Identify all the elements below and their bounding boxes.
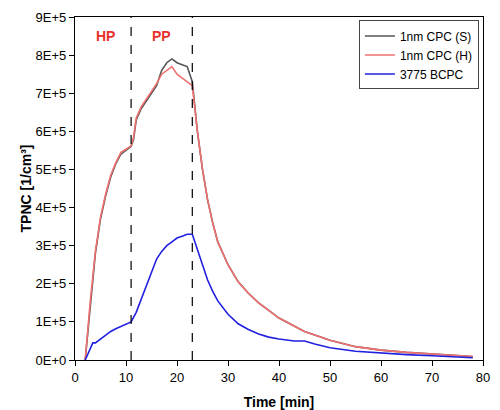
svg-text:10: 10 [119, 370, 133, 385]
svg-text:1nm CPC (S): 1nm CPC (S) [400, 30, 471, 44]
svg-text:9E+5: 9E+5 [36, 10, 67, 25]
svg-text:5E+5: 5E+5 [36, 162, 67, 177]
svg-text:50: 50 [323, 370, 337, 385]
svg-text:1E+5: 1E+5 [36, 314, 67, 329]
svg-text:1nm CPC (H): 1nm CPC (H) [400, 49, 472, 63]
svg-text:PP: PP [152, 28, 171, 44]
svg-text:8E+5: 8E+5 [36, 48, 67, 63]
svg-text:80: 80 [476, 370, 490, 385]
svg-text:20: 20 [170, 370, 184, 385]
svg-text:3775 BCPC: 3775 BCPC [400, 68, 464, 82]
svg-text:40: 40 [272, 370, 286, 385]
svg-text:HP: HP [96, 28, 115, 44]
svg-text:6E+5: 6E+5 [36, 124, 67, 139]
svg-text:70: 70 [425, 370, 439, 385]
svg-text:30: 30 [221, 370, 235, 385]
svg-text:0: 0 [71, 370, 78, 385]
svg-text:7E+5: 7E+5 [36, 86, 67, 101]
svg-text:4E+5: 4E+5 [36, 200, 67, 215]
svg-text:TPNC [1/cm³]: TPNC [1/cm³] [18, 145, 34, 233]
svg-text:Time [min]: Time [min] [244, 394, 315, 410]
svg-text:60: 60 [374, 370, 388, 385]
svg-text:3E+5: 3E+5 [36, 238, 67, 253]
svg-text:2E+5: 2E+5 [36, 276, 67, 291]
svg-text:0E+0: 0E+0 [36, 353, 67, 368]
